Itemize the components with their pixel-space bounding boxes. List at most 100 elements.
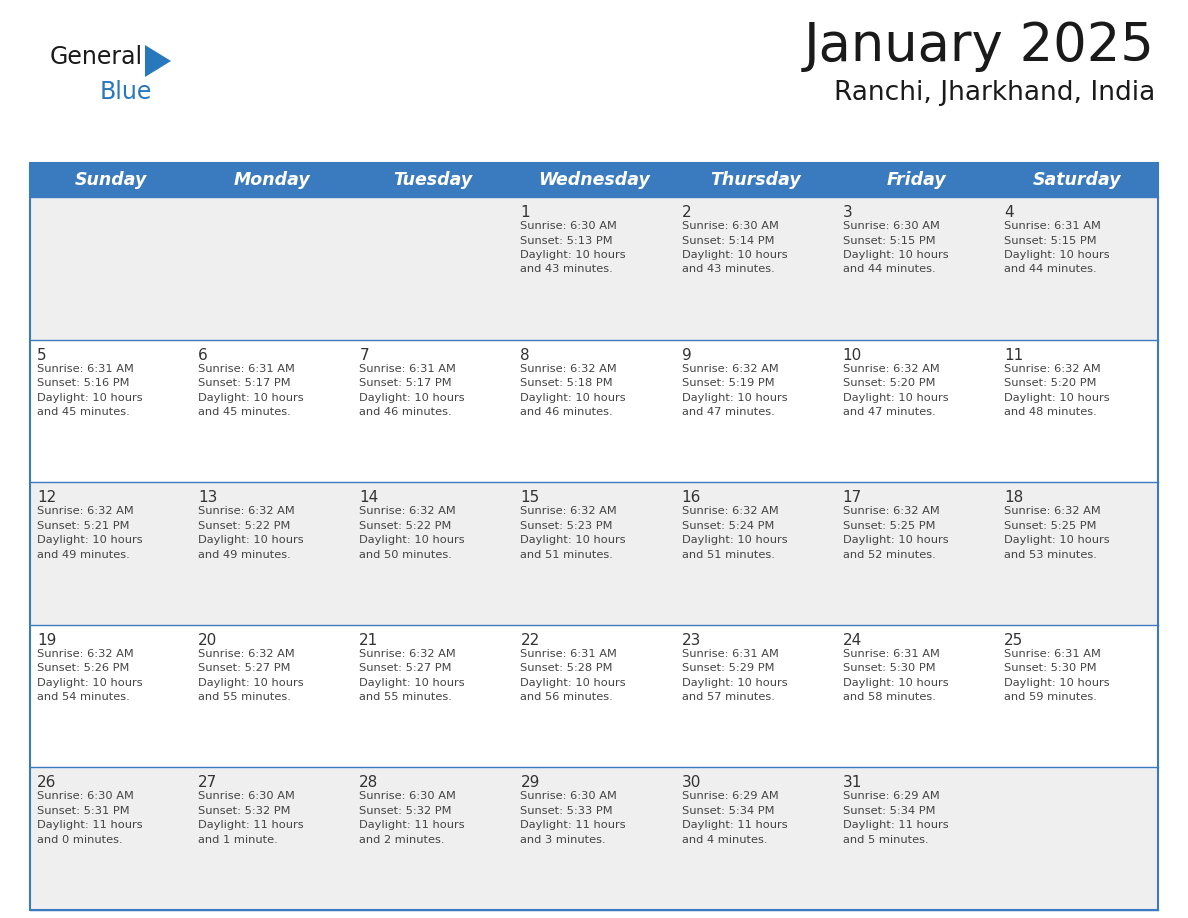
Text: Sunset: 5:27 PM: Sunset: 5:27 PM: [198, 664, 291, 673]
Text: 2: 2: [682, 205, 691, 220]
Text: Daylight: 10 hours: Daylight: 10 hours: [37, 677, 143, 688]
Text: 8: 8: [520, 348, 530, 363]
Text: and 51 minutes.: and 51 minutes.: [682, 550, 775, 560]
Text: and 5 minutes.: and 5 minutes.: [842, 834, 928, 845]
Bar: [353, 163, 513, 197]
Text: 20: 20: [198, 633, 217, 648]
Text: Sunrise: 6:32 AM: Sunrise: 6:32 AM: [37, 506, 134, 516]
Bar: [30, 482, 1158, 625]
Text: 15: 15: [520, 490, 539, 505]
Text: Sunset: 5:34 PM: Sunset: 5:34 PM: [682, 806, 775, 816]
Text: Sunrise: 6:30 AM: Sunrise: 6:30 AM: [682, 221, 778, 231]
Text: Sunrise: 6:30 AM: Sunrise: 6:30 AM: [842, 221, 940, 231]
Text: Sunset: 5:14 PM: Sunset: 5:14 PM: [682, 236, 775, 245]
Bar: [30, 163, 1158, 910]
Text: Sunset: 5:26 PM: Sunset: 5:26 PM: [37, 664, 129, 673]
Text: Daylight: 11 hours: Daylight: 11 hours: [842, 821, 948, 831]
Text: Sunset: 5:23 PM: Sunset: 5:23 PM: [520, 521, 613, 531]
Text: Sunset: 5:16 PM: Sunset: 5:16 PM: [37, 378, 129, 388]
Text: Ranchi, Jharkhand, India: Ranchi, Jharkhand, India: [834, 80, 1155, 106]
Text: 29: 29: [520, 776, 539, 790]
Text: and 47 minutes.: and 47 minutes.: [842, 407, 935, 417]
Text: Sunrise: 6:30 AM: Sunrise: 6:30 AM: [520, 221, 618, 231]
Text: Sunrise: 6:32 AM: Sunrise: 6:32 AM: [1004, 364, 1100, 374]
Bar: [30, 625, 1158, 767]
Text: and 55 minutes.: and 55 minutes.: [198, 692, 291, 702]
Text: and 59 minutes.: and 59 minutes.: [1004, 692, 1097, 702]
Text: 7: 7: [359, 348, 369, 363]
Text: and 52 minutes.: and 52 minutes.: [842, 550, 935, 560]
Text: Daylight: 11 hours: Daylight: 11 hours: [359, 821, 465, 831]
Text: Daylight: 10 hours: Daylight: 10 hours: [682, 250, 788, 260]
Text: 13: 13: [198, 490, 217, 505]
Text: Sunset: 5:22 PM: Sunset: 5:22 PM: [198, 521, 291, 531]
Text: Sunset: 5:30 PM: Sunset: 5:30 PM: [1004, 664, 1097, 673]
Text: 9: 9: [682, 348, 691, 363]
Text: Sunrise: 6:32 AM: Sunrise: 6:32 AM: [359, 506, 456, 516]
Text: Tuesday: Tuesday: [393, 171, 473, 189]
Text: Thursday: Thursday: [709, 171, 801, 189]
Text: Sunset: 5:27 PM: Sunset: 5:27 PM: [359, 664, 451, 673]
Text: Sunset: 5:28 PM: Sunset: 5:28 PM: [520, 664, 613, 673]
Text: and 0 minutes.: and 0 minutes.: [37, 834, 122, 845]
Text: Sunrise: 6:31 AM: Sunrise: 6:31 AM: [359, 364, 456, 374]
Text: and 45 minutes.: and 45 minutes.: [37, 407, 129, 417]
Text: Saturday: Saturday: [1034, 171, 1121, 189]
Bar: [30, 197, 1158, 340]
Text: Blue: Blue: [100, 80, 152, 104]
Text: Daylight: 10 hours: Daylight: 10 hours: [520, 677, 626, 688]
Text: Sunrise: 6:31 AM: Sunrise: 6:31 AM: [1004, 221, 1101, 231]
Text: Daylight: 10 hours: Daylight: 10 hours: [1004, 535, 1110, 545]
Text: Daylight: 10 hours: Daylight: 10 hours: [842, 677, 948, 688]
Text: Sunrise: 6:29 AM: Sunrise: 6:29 AM: [842, 791, 940, 801]
Text: Daylight: 10 hours: Daylight: 10 hours: [520, 393, 626, 403]
Text: Sunset: 5:34 PM: Sunset: 5:34 PM: [842, 806, 935, 816]
Text: Daylight: 10 hours: Daylight: 10 hours: [359, 535, 465, 545]
Text: Daylight: 10 hours: Daylight: 10 hours: [1004, 393, 1110, 403]
Text: and 2 minutes.: and 2 minutes.: [359, 834, 444, 845]
Text: Sunset: 5:15 PM: Sunset: 5:15 PM: [1004, 236, 1097, 245]
Text: 30: 30: [682, 776, 701, 790]
Text: Sunrise: 6:31 AM: Sunrise: 6:31 AM: [520, 649, 618, 659]
Bar: [675, 163, 835, 197]
Text: 16: 16: [682, 490, 701, 505]
Text: Daylight: 10 hours: Daylight: 10 hours: [682, 535, 788, 545]
Text: Daylight: 11 hours: Daylight: 11 hours: [198, 821, 304, 831]
Text: General: General: [50, 45, 143, 69]
Text: 17: 17: [842, 490, 862, 505]
Text: Daylight: 10 hours: Daylight: 10 hours: [37, 393, 143, 403]
Text: Sunrise: 6:32 AM: Sunrise: 6:32 AM: [198, 649, 295, 659]
Text: Sunset: 5:20 PM: Sunset: 5:20 PM: [1004, 378, 1097, 388]
Text: Friday: Friday: [886, 171, 946, 189]
Text: and 55 minutes.: and 55 minutes.: [359, 692, 453, 702]
Text: Sunrise: 6:32 AM: Sunrise: 6:32 AM: [682, 506, 778, 516]
Text: 1: 1: [520, 205, 530, 220]
Text: Sunset: 5:24 PM: Sunset: 5:24 PM: [682, 521, 773, 531]
Text: 24: 24: [842, 633, 862, 648]
Text: Sunrise: 6:32 AM: Sunrise: 6:32 AM: [682, 364, 778, 374]
Text: 19: 19: [37, 633, 56, 648]
Text: and 56 minutes.: and 56 minutes.: [520, 692, 613, 702]
Text: and 44 minutes.: and 44 minutes.: [1004, 264, 1097, 274]
Text: Daylight: 11 hours: Daylight: 11 hours: [37, 821, 143, 831]
Text: 6: 6: [198, 348, 208, 363]
Text: Sunset: 5:33 PM: Sunset: 5:33 PM: [520, 806, 613, 816]
Text: Sunrise: 6:32 AM: Sunrise: 6:32 AM: [1004, 506, 1100, 516]
Text: and 43 minutes.: and 43 minutes.: [520, 264, 613, 274]
Text: 10: 10: [842, 348, 862, 363]
Text: and 46 minutes.: and 46 minutes.: [359, 407, 451, 417]
Text: Daylight: 10 hours: Daylight: 10 hours: [842, 535, 948, 545]
Text: Sunset: 5:21 PM: Sunset: 5:21 PM: [37, 521, 129, 531]
Text: Sunset: 5:30 PM: Sunset: 5:30 PM: [842, 664, 935, 673]
Bar: [30, 340, 1158, 482]
Text: and 54 minutes.: and 54 minutes.: [37, 692, 129, 702]
Text: Sunrise: 6:32 AM: Sunrise: 6:32 AM: [37, 649, 134, 659]
Text: and 3 minutes.: and 3 minutes.: [520, 834, 606, 845]
Text: Sunset: 5:18 PM: Sunset: 5:18 PM: [520, 378, 613, 388]
Text: Sunrise: 6:32 AM: Sunrise: 6:32 AM: [359, 649, 456, 659]
Text: 27: 27: [198, 776, 217, 790]
Text: and 51 minutes.: and 51 minutes.: [520, 550, 613, 560]
Text: Daylight: 10 hours: Daylight: 10 hours: [520, 250, 626, 260]
Text: and 57 minutes.: and 57 minutes.: [682, 692, 775, 702]
Text: and 45 minutes.: and 45 minutes.: [198, 407, 291, 417]
